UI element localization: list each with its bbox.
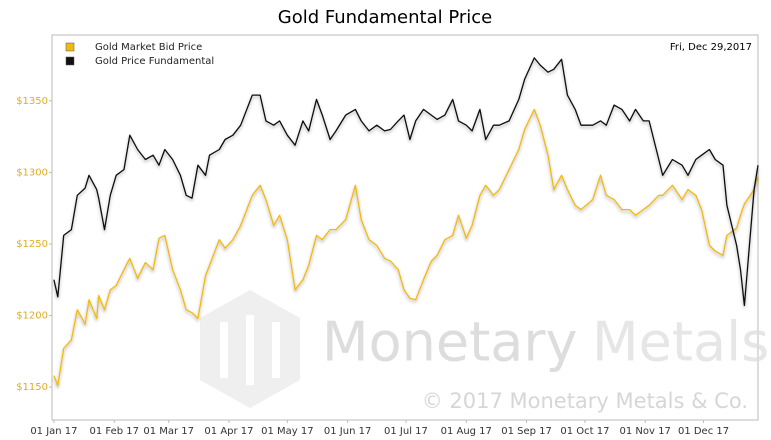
legend-swatch (65, 42, 75, 52)
watermark-brand: Monetary (322, 311, 578, 374)
watermark-logo (200, 290, 300, 408)
x-tick-label: 01 Oct 17 (560, 426, 609, 437)
watermark-copyright: © 2017 Monetary Metals & Co. (422, 389, 748, 413)
x-tick-label: 01 Jun 17 (324, 426, 371, 437)
x-tick-label: 01 Feb 17 (89, 426, 139, 437)
x-tick-label: 01 Apr 17 (204, 426, 253, 437)
chart-title: Gold Fundamental Price (278, 7, 493, 28)
series-line (53, 108, 759, 387)
legend-label: Gold Price Fundamental (95, 56, 214, 67)
x-tick-label: 01 Nov 17 (620, 426, 671, 437)
series-line (53, 57, 759, 307)
date-annotation: Fri, Dec 29,2017 (670, 42, 752, 53)
x-tick-label: 01 Jul 17 (384, 426, 428, 437)
x-tick-label: 01 Sep 17 (501, 426, 552, 437)
y-tick-label: $1350 (16, 96, 48, 107)
x-tick-label: 01 Aug 17 (441, 426, 492, 437)
x-tick-label: 01 Dec 17 (678, 426, 729, 437)
watermark-brand: Metals (592, 311, 769, 374)
plot-frame (51, 34, 759, 421)
legend-label: Gold Market Bid Price (95, 42, 202, 53)
x-tick-label: 01 May 17 (261, 426, 313, 437)
y-tick-label: $1200 (16, 311, 48, 322)
legend-swatch (65, 56, 75, 66)
y-tick-label: $1300 (16, 167, 48, 178)
y-tick-label: $1150 (16, 382, 48, 393)
x-tick-label: 01 Mar 17 (143, 426, 194, 437)
y-tick-label: $1250 (16, 239, 48, 250)
x-tick-label: 01 Jan 17 (30, 426, 77, 437)
